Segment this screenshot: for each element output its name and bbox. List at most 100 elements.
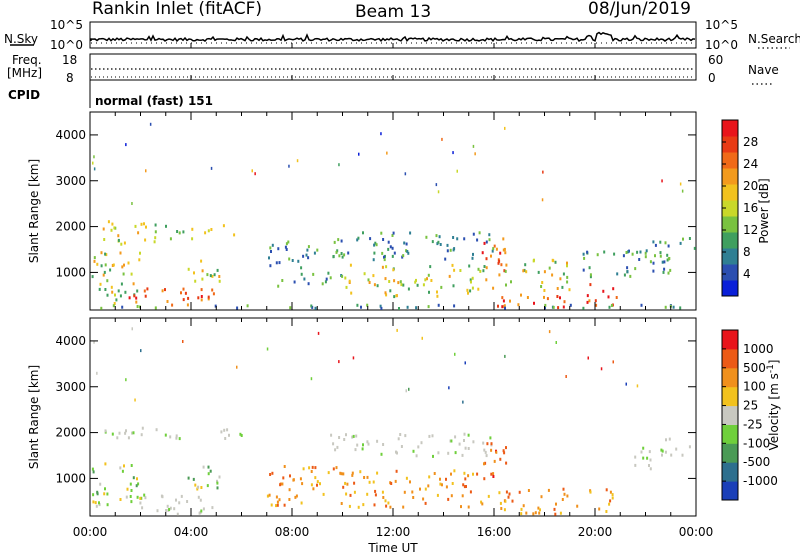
velocity-cell bbox=[334, 448, 337, 452]
velocity-cell bbox=[445, 477, 447, 481]
velocity-cell bbox=[555, 341, 557, 344]
power-cell bbox=[204, 231, 207, 235]
velocity-cell bbox=[279, 483, 282, 487]
velocity-cell bbox=[688, 445, 691, 449]
velocity-cell bbox=[480, 500, 483, 504]
power-cell bbox=[307, 282, 310, 286]
velocity-cell bbox=[385, 504, 388, 508]
velocity-cell bbox=[428, 475, 431, 479]
power-cell bbox=[659, 254, 662, 258]
power-cell bbox=[437, 303, 440, 307]
velocity-cell bbox=[518, 490, 521, 494]
velocity-cell bbox=[563, 492, 566, 496]
power-cell bbox=[209, 274, 212, 278]
velocity-cell bbox=[332, 467, 335, 471]
velocity-cell bbox=[211, 506, 214, 510]
power-cell bbox=[399, 280, 402, 284]
velocity-cell bbox=[405, 476, 408, 480]
velocity-cell bbox=[92, 470, 95, 474]
velocity-cell bbox=[92, 500, 95, 504]
power-cell bbox=[451, 263, 454, 267]
velocity-cell bbox=[499, 501, 502, 505]
velocity-cell bbox=[450, 439, 453, 443]
power-cell bbox=[375, 243, 378, 247]
xlabel: Time UT bbox=[367, 541, 418, 554]
power-cell bbox=[437, 190, 440, 194]
power-cell bbox=[236, 306, 239, 310]
velocity-cell bbox=[129, 495, 132, 498]
power-y-ticks: 1000 2000 3000 4000 bbox=[55, 128, 696, 279]
power-cell bbox=[367, 278, 370, 282]
velocity-cell bbox=[431, 434, 434, 438]
velocity-colorbar-label: -25 bbox=[743, 417, 763, 431]
power-cell bbox=[543, 295, 545, 299]
velocity-cell bbox=[507, 495, 510, 499]
nsky-tick-top: 10^5 bbox=[50, 18, 83, 32]
velocity-cell bbox=[417, 445, 420, 449]
power-cell bbox=[559, 277, 562, 281]
power-cell bbox=[397, 281, 400, 285]
power-cell bbox=[117, 289, 120, 293]
velocity-cell bbox=[103, 492, 106, 496]
velocity-cell bbox=[503, 508, 506, 512]
velocity-cell bbox=[467, 433, 470, 437]
power-cell bbox=[145, 225, 147, 229]
power-colorbar-swatch bbox=[722, 152, 738, 169]
power-cell bbox=[372, 258, 375, 262]
power-cell bbox=[666, 253, 669, 257]
velocity-colorbar-swatch bbox=[722, 386, 738, 407]
power-cell bbox=[435, 234, 438, 238]
velocity-cell bbox=[173, 507, 176, 511]
velocity-cell bbox=[223, 428, 226, 432]
velocity-cell bbox=[527, 489, 530, 492]
power-cell bbox=[213, 273, 216, 277]
power-cell bbox=[348, 279, 351, 283]
velocity-cell bbox=[367, 442, 370, 446]
velocity-cell bbox=[344, 481, 347, 485]
velocity-cell bbox=[322, 492, 325, 496]
time-tick-label: 08:00 bbox=[275, 525, 310, 539]
velocity-cell bbox=[447, 451, 450, 455]
power-cell bbox=[165, 224, 167, 228]
power-cell bbox=[485, 278, 488, 282]
power-cell bbox=[381, 251, 384, 255]
power-cell bbox=[186, 303, 189, 307]
velocity-cell bbox=[612, 360, 614, 364]
velocity-cell bbox=[609, 490, 612, 494]
power-cell bbox=[302, 254, 305, 258]
velocity-cell bbox=[316, 480, 319, 484]
power-cell bbox=[271, 243, 274, 247]
velocity-cell bbox=[196, 487, 199, 491]
cpid-mode-text: normal (fast) 151 bbox=[95, 94, 213, 108]
power-cell bbox=[429, 265, 432, 269]
velocity-cell bbox=[609, 499, 612, 503]
velocity-cell bbox=[136, 495, 139, 499]
velocity-cell bbox=[288, 488, 291, 492]
time-x-ticks: 00:00 04:00 08:00 12:00 16:00 20:00 00:00 bbox=[73, 43, 713, 539]
power-cell bbox=[191, 237, 194, 241]
power-cell bbox=[340, 252, 343, 255]
power-cell bbox=[504, 126, 506, 130]
velocity-cell bbox=[300, 501, 303, 505]
power-cell bbox=[427, 273, 430, 277]
velocity-cell bbox=[319, 482, 321, 486]
velocity-cell bbox=[119, 466, 122, 470]
power-cell bbox=[498, 259, 501, 263]
velocity-cell bbox=[366, 475, 369, 479]
power-cell bbox=[193, 271, 195, 275]
power-cell bbox=[541, 198, 544, 202]
power-cell bbox=[154, 306, 157, 310]
power-cell bbox=[100, 264, 103, 268]
power-cell bbox=[613, 252, 616, 256]
velocity-cell bbox=[111, 432, 114, 436]
power-cell bbox=[440, 285, 443, 289]
power-cell bbox=[269, 246, 272, 250]
velocity-cell bbox=[600, 367, 603, 371]
power-cell bbox=[664, 241, 667, 245]
velocity-cell bbox=[505, 461, 508, 465]
velocity-cell bbox=[175, 436, 178, 440]
power-cell bbox=[374, 241, 377, 245]
power-cell bbox=[406, 305, 409, 309]
velocity-cell bbox=[453, 469, 456, 473]
time-tick-label: 00:00 bbox=[73, 525, 108, 539]
